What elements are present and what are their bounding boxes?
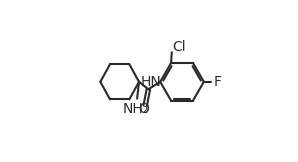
Text: Cl: Cl xyxy=(172,40,186,54)
Text: F: F xyxy=(214,75,222,89)
Text: HN: HN xyxy=(141,75,162,89)
Text: O: O xyxy=(138,102,149,116)
Text: NH₂: NH₂ xyxy=(122,102,148,116)
